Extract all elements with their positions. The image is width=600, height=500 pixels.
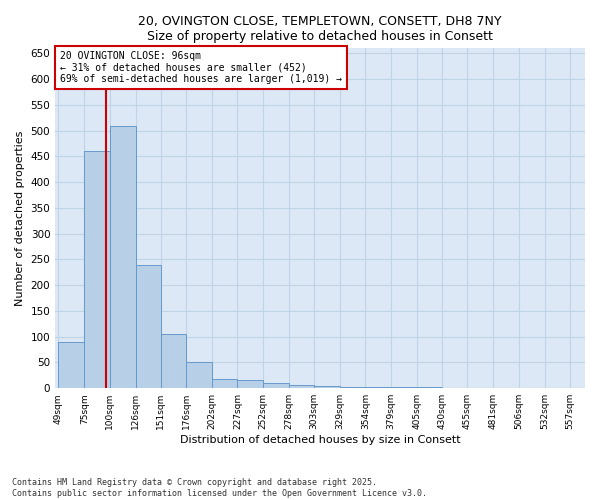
Y-axis label: Number of detached properties: Number of detached properties [15,130,25,306]
Text: Contains HM Land Registry data © Crown copyright and database right 2025.
Contai: Contains HM Land Registry data © Crown c… [12,478,427,498]
Bar [212,379,238,388]
Title: 20, OVINGTON CLOSE, TEMPLETOWN, CONSETT, DH8 7NY
Size of property relative to de: 20, OVINGTON CLOSE, TEMPLETOWN, CONSETT,… [139,15,502,43]
Bar [110,126,136,388]
Bar [136,264,161,388]
Bar [314,386,340,388]
Bar [186,362,212,388]
Bar [417,387,442,388]
Bar [161,334,186,388]
Bar [340,386,365,388]
Bar [263,383,289,388]
X-axis label: Distribution of detached houses by size in Consett: Distribution of detached houses by size … [180,435,460,445]
Bar [391,387,417,388]
Bar [289,384,314,388]
Text: 20 OVINGTON CLOSE: 96sqm
← 31% of detached houses are smaller (452)
69% of semi-: 20 OVINGTON CLOSE: 96sqm ← 31% of detach… [60,51,342,84]
Bar [365,386,391,388]
Bar [85,152,110,388]
Bar [58,342,85,388]
Bar [238,380,263,388]
